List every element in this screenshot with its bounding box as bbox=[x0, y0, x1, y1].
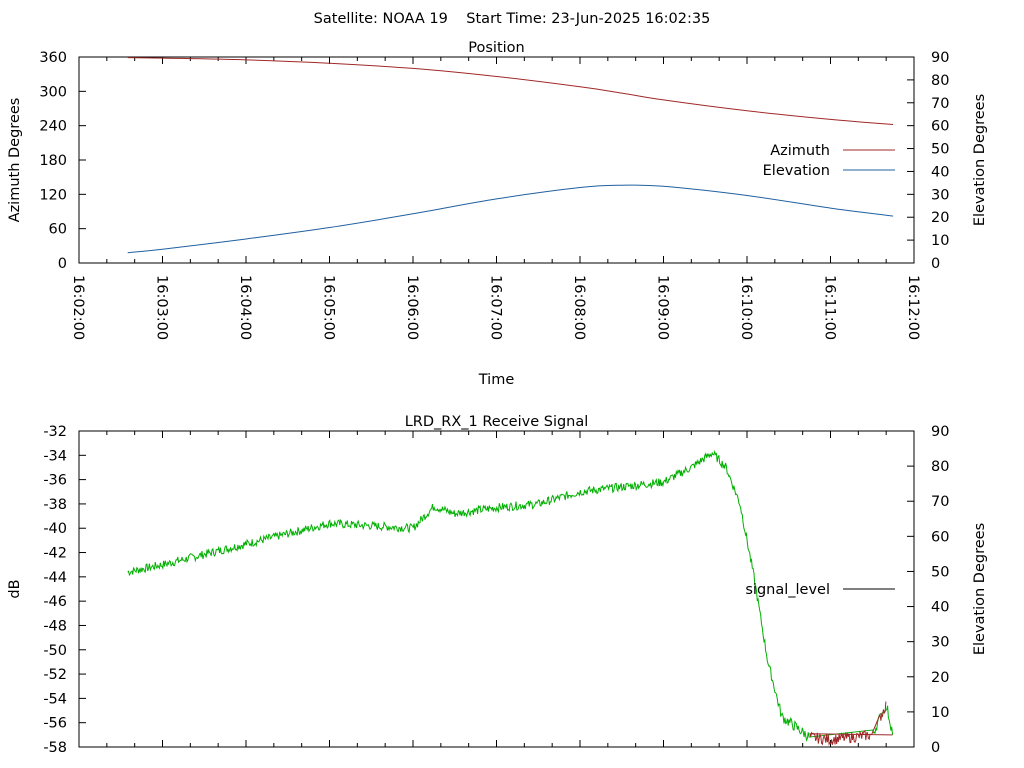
x-tick-label: 16:04:00 bbox=[237, 275, 253, 340]
y-tick-label: -56 bbox=[43, 716, 67, 732]
y2-tick-label: 40 bbox=[931, 164, 949, 180]
y2-tick-label: 30 bbox=[931, 635, 949, 651]
legend-label: Azimuth bbox=[770, 143, 830, 159]
legend-label: signal_level bbox=[745, 582, 830, 598]
y-tick-label: -50 bbox=[43, 643, 67, 659]
y2-tick-label: 20 bbox=[931, 210, 949, 226]
y-tick-label: -38 bbox=[43, 497, 67, 513]
y-tick-label: -48 bbox=[43, 618, 67, 634]
y2-axis-label: Elevation Degrees bbox=[972, 523, 988, 655]
y2-tick-label: 60 bbox=[931, 119, 949, 135]
azimuth-line bbox=[127, 57, 894, 125]
x-tick-label: 16:07:00 bbox=[488, 275, 504, 340]
y2-axis-label: Elevation Degrees bbox=[972, 94, 988, 226]
y-tick-label: 300 bbox=[39, 84, 67, 100]
y2-tick-label: 0 bbox=[931, 740, 940, 756]
y-tick-label: 60 bbox=[49, 222, 67, 238]
y-tick-label: 180 bbox=[39, 153, 67, 169]
x-tick-label: 16:11:00 bbox=[822, 275, 838, 340]
y-tick-label: -40 bbox=[43, 521, 67, 537]
chart-title: Position bbox=[468, 40, 524, 56]
x-tick-label: 16:06:00 bbox=[404, 275, 420, 340]
legend-label: Elevation bbox=[763, 163, 830, 179]
receive-signal-chart: LRD_RX_1 Receive Signal -32 -34 -36 -38 -40 -4… bbox=[7, 414, 988, 756]
y2-tick-label: 90 bbox=[931, 424, 949, 440]
y-tick-label: -58 bbox=[43, 740, 67, 756]
y2-tick-label: 0 bbox=[931, 256, 940, 272]
elevation-line bbox=[127, 184, 894, 254]
y2-tick-label: 20 bbox=[931, 670, 949, 686]
position-chart: Position 16:02:00 16:03:00 16:04:00 16:05:00… bbox=[7, 40, 988, 388]
x-tick-label: 16:08:00 bbox=[571, 275, 587, 340]
y-tick-label: 240 bbox=[39, 119, 67, 135]
y-tick-label: -36 bbox=[43, 473, 67, 489]
y-tick-label: 360 bbox=[39, 50, 67, 66]
y-tick-label: -44 bbox=[43, 570, 67, 586]
y2-tick-label: 30 bbox=[931, 187, 949, 203]
y-tick-label: -42 bbox=[43, 546, 67, 562]
x-tick-label: 16:05:00 bbox=[321, 275, 337, 340]
signal-line-weak bbox=[809, 701, 893, 746]
x-tick-label: 16:10:00 bbox=[738, 275, 754, 340]
y-tick-label: 0 bbox=[58, 256, 67, 272]
plot-frame bbox=[78, 56, 915, 264]
y2-tick-label: 80 bbox=[931, 73, 949, 89]
y2-tick-label: 50 bbox=[931, 564, 949, 580]
y-tick-label: -52 bbox=[43, 667, 67, 683]
chart-title: LRD_RX_1 Receive Signal bbox=[405, 414, 589, 430]
y2-tick-label: 80 bbox=[931, 459, 949, 475]
y2-tick-label: 50 bbox=[931, 142, 949, 158]
x-tick-label: 16:12:00 bbox=[905, 275, 921, 340]
y2-tick-label: 10 bbox=[931, 705, 949, 721]
y-tick-label: 120 bbox=[39, 187, 67, 203]
signal-line-strong bbox=[127, 449, 894, 743]
y2-tick-label: 90 bbox=[931, 50, 949, 66]
x-tick-label: 16:09:00 bbox=[655, 275, 671, 340]
y2-tick-label: 70 bbox=[931, 494, 949, 510]
y2-tick-label: 40 bbox=[931, 600, 949, 616]
x-axis-label: Time bbox=[478, 372, 515, 388]
y-axis-label: dB bbox=[7, 579, 23, 598]
y-tick-label: -46 bbox=[43, 594, 67, 610]
y-tick-label: -34 bbox=[43, 448, 67, 464]
y-axis-label: Azimuth Degrees bbox=[7, 98, 23, 223]
y2-tick-label: 70 bbox=[931, 96, 949, 112]
x-tick-label: 16:03:00 bbox=[154, 275, 170, 340]
y2-tick-label: 60 bbox=[931, 529, 949, 545]
figure-title: Satellite: NOAA 19 Start Time: 23-Jun-20… bbox=[314, 11, 711, 27]
y-tick-label: -32 bbox=[43, 424, 67, 440]
y2-tick-label: 10 bbox=[931, 233, 949, 249]
y-tick-label: -54 bbox=[43, 691, 67, 707]
x-tick-label: 16:02:00 bbox=[70, 275, 86, 340]
